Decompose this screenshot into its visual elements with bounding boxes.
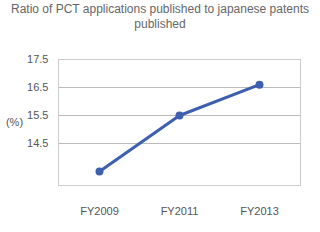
svg-text:14.5: 14.5 bbox=[27, 137, 48, 149]
svg-text:17.5: 17.5 bbox=[27, 53, 48, 65]
svg-text:FY2011: FY2011 bbox=[161, 205, 199, 217]
svg-text:(%): (%) bbox=[6, 116, 23, 128]
svg-text:FY2009: FY2009 bbox=[80, 205, 119, 217]
html-text:Ratio of PCT applications publ: Ratio of PCT applications published to j… bbox=[11, 2, 309, 31]
svg-text:16.5: 16.5 bbox=[27, 81, 48, 93]
svg-text:15.5: 15.5 bbox=[27, 109, 48, 121]
svg-text:FY2013: FY2013 bbox=[240, 205, 279, 217]
